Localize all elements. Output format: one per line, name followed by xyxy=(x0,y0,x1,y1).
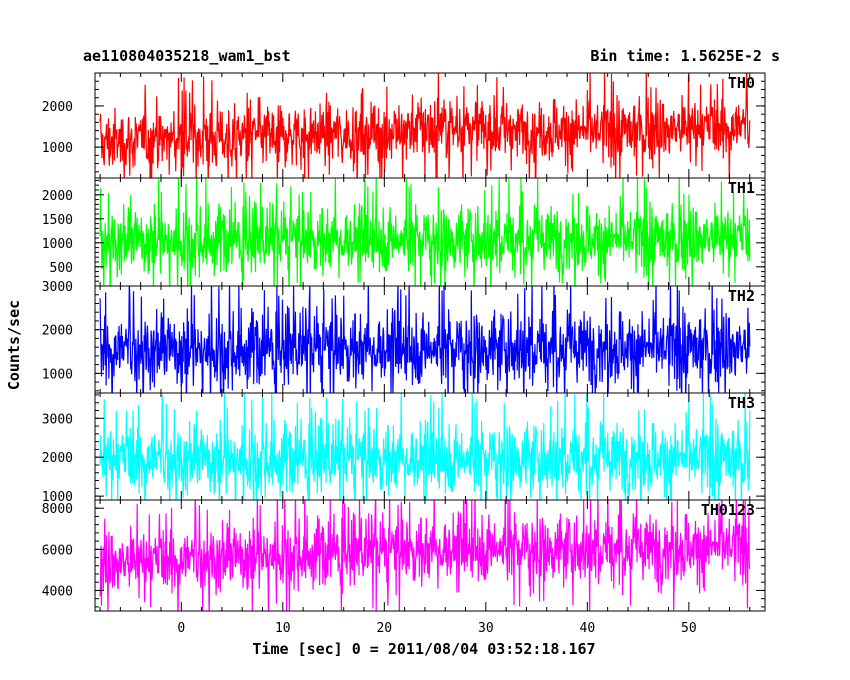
panel-label-th2: TH2 xyxy=(728,287,755,305)
y-tick-label: 3000 xyxy=(42,412,73,427)
y-axis-label: Counts/sec xyxy=(5,300,23,390)
x-tick-label: 30 xyxy=(478,621,494,636)
x-tick-label: 50 xyxy=(681,621,697,636)
panel-label-th0123: TH0123 xyxy=(701,501,755,519)
series-line-th2 xyxy=(99,286,751,393)
y-tick-label: 1000 xyxy=(42,490,73,505)
panel-frame-th0123 xyxy=(94,499,766,612)
panel-label-th3: TH3 xyxy=(728,394,755,412)
x-tick-label: 40 xyxy=(580,621,596,636)
y-tick-label: 1000 xyxy=(42,141,73,156)
series-line-th0123 xyxy=(99,500,751,611)
panel-label-th0: TH0 xyxy=(728,74,755,92)
series-line-th3 xyxy=(99,393,751,500)
y-tick-label: 4000 xyxy=(42,584,73,599)
y-tick-label: 8000 xyxy=(42,502,73,517)
y-tick-label: 1000 xyxy=(42,237,73,252)
chart-title: ae110804035218_wam1_bst xyxy=(83,47,291,65)
x-tick-label: 20 xyxy=(376,621,392,636)
x-tick-label: 0 xyxy=(177,621,185,636)
y-tick-label: 2000 xyxy=(42,100,73,115)
y-tick-label: 6000 xyxy=(42,543,73,558)
y-tick-label: 2000 xyxy=(42,189,73,204)
y-tick-label: 1000 xyxy=(42,367,73,382)
series-line-th0 xyxy=(99,73,751,178)
panel-label-th1: TH1 xyxy=(728,179,755,197)
series-line-th1 xyxy=(99,178,751,286)
y-tick-label: 500 xyxy=(50,261,73,276)
y-tick-label: 1500 xyxy=(42,213,73,228)
bin-time-subtitle: Bin time: 1.5625E-2 s xyxy=(590,47,780,65)
y-tick-label: 3000 xyxy=(42,280,73,295)
x-axis-label: Time [sec] 0 = 2011/08/04 03:52:18.167 xyxy=(252,640,595,658)
y-tick-label: 2000 xyxy=(42,324,73,339)
y-tick-label: 2000 xyxy=(42,451,73,466)
x-tick-label: 10 xyxy=(275,621,291,636)
